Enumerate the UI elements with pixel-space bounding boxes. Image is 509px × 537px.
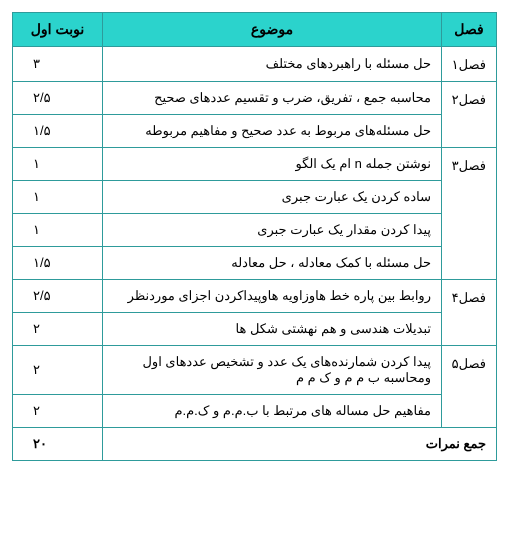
score-cell: ۱ bbox=[13, 214, 103, 247]
topic-cell: محاسبه جمع ، تفریق، ضرب و تقسیم عددهای ص… bbox=[103, 82, 442, 115]
score-cell: ۲/۵ bbox=[13, 280, 103, 313]
topic-cell: نوشتن جمله n ام یک الگو bbox=[103, 148, 442, 181]
header-score: نوبت اول bbox=[13, 13, 103, 47]
table-row: فصل۱حل مسئله با راهبردهای مختلف۳ bbox=[13, 47, 497, 82]
total-value: ۲۰ bbox=[13, 428, 103, 461]
table-row: تبدیلات هندسی و هم نهشتی شکل ها۲ bbox=[13, 313, 497, 346]
table-row: فصل۳نوشتن جمله n ام یک الگو۱ bbox=[13, 148, 497, 181]
score-cell: ۱ bbox=[13, 148, 103, 181]
table-row: فصل۲محاسبه جمع ، تفریق، ضرب و تقسیم عدده… bbox=[13, 82, 497, 115]
topic-cell: ساده کردن یک عبارت جبری bbox=[103, 181, 442, 214]
topic-cell: مفاهیم حل مساله های مرتبط با ب.م.م و ک.م… bbox=[103, 395, 442, 428]
table-body: فصل۱حل مسئله با راهبردهای مختلف۳فصل۲محاس… bbox=[13, 47, 497, 428]
score-cell: ۳ bbox=[13, 47, 103, 82]
total-label: جمع نمرات bbox=[103, 428, 497, 461]
topic-cell: حل مسئله با راهبردهای مختلف bbox=[103, 47, 442, 82]
chapter-cell: فصل۵ bbox=[442, 346, 497, 428]
header-chapter: فصل bbox=[442, 13, 497, 47]
topic-cell: حل مسئله‌های مربوط به عدد صحیح و مفاهیم … bbox=[103, 115, 442, 148]
table-row: پیدا کردن مقدار یک عبارت جبری۱ bbox=[13, 214, 497, 247]
topic-cell: حل مسئله با کمک معادله ، حل معادله bbox=[103, 247, 442, 280]
table-header-row: فصل موضوع نوبت اول bbox=[13, 13, 497, 47]
table-row: ساده کردن یک عبارت جبری۱ bbox=[13, 181, 497, 214]
chapter-cell: فصل۴ bbox=[442, 280, 497, 346]
chapter-cell: فصل۲ bbox=[442, 82, 497, 148]
table-row: حل مسئله‌های مربوط به عدد صحیح و مفاهیم … bbox=[13, 115, 497, 148]
score-cell: ۲ bbox=[13, 395, 103, 428]
table-row: فصل۴روابط بین پاره خط هاوزاویه هاوپیداکر… bbox=[13, 280, 497, 313]
header-topic: موضوع bbox=[103, 13, 442, 47]
curriculum-table: فصل موضوع نوبت اول فصل۱حل مسئله با راهبر… bbox=[12, 12, 497, 461]
topic-cell: پیدا کردن شمارنده‌های یک عدد و تشخیص عدد… bbox=[103, 346, 442, 395]
score-cell: ۲ bbox=[13, 313, 103, 346]
topic-cell: پیدا کردن مقدار یک عبارت جبری bbox=[103, 214, 442, 247]
total-row: جمع نمرات ۲۰ bbox=[13, 428, 497, 461]
topic-cell: تبدیلات هندسی و هم نهشتی شکل ها bbox=[103, 313, 442, 346]
topic-cell: روابط بین پاره خط هاوزاویه هاوپیداکردن ا… bbox=[103, 280, 442, 313]
score-cell: ۲ bbox=[13, 346, 103, 395]
score-cell: ۱ bbox=[13, 181, 103, 214]
score-cell: ۲/۵ bbox=[13, 82, 103, 115]
score-cell: ۱/۵ bbox=[13, 247, 103, 280]
table-row: مفاهیم حل مساله های مرتبط با ب.م.م و ک.م… bbox=[13, 395, 497, 428]
table-row: فصل۵پیدا کردن شمارنده‌های یک عدد و تشخیص… bbox=[13, 346, 497, 395]
score-cell: ۱/۵ bbox=[13, 115, 103, 148]
chapter-cell: فصل۳ bbox=[442, 148, 497, 280]
chapter-cell: فصل۱ bbox=[442, 47, 497, 82]
table-row: حل مسئله با کمک معادله ، حل معادله۱/۵ bbox=[13, 247, 497, 280]
